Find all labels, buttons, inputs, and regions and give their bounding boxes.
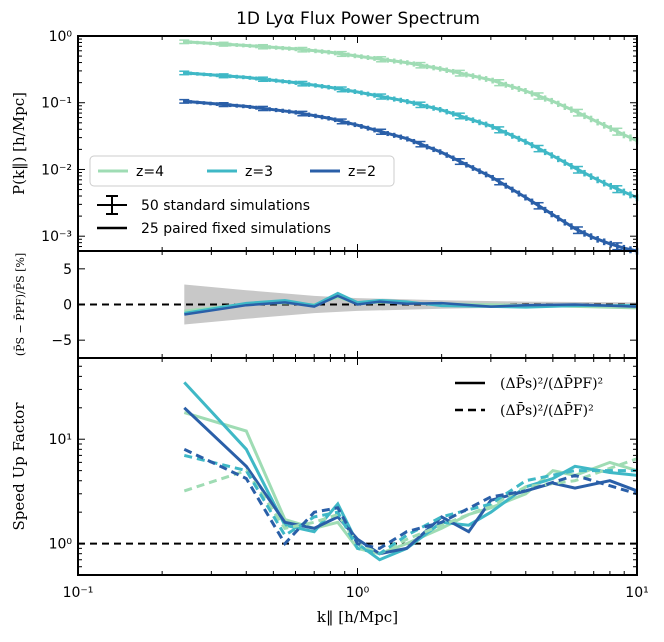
series-line-z=3 xyxy=(184,71,638,199)
y-axis-label: (P̄S − P̄PF)/P̄S [%] xyxy=(14,253,27,356)
legend-errorbar-label: 50 standard simulations xyxy=(141,198,310,214)
y-tick-label: 10⁰ xyxy=(49,537,73,553)
legend-box xyxy=(89,155,395,187)
legend: z=4 z=3 z=2 50 standard simulations 25 paire… xyxy=(89,155,395,237)
power-panel-frame xyxy=(77,35,638,252)
x-ticks: 10⁻¹ 10⁰ 10¹ xyxy=(63,358,649,601)
legend-dashed-label: (ΔP̄s)²/(ΔP̄F)² xyxy=(500,401,594,419)
series-line-z=2 fixed xyxy=(183,447,638,550)
y-tick-label: −5 xyxy=(51,333,72,349)
ratio-panel: 5 0 −5 (P̄S − P̄PF)/P̄S [%] xyxy=(14,250,638,359)
y-axis-label: Speed Up Factor xyxy=(10,402,28,531)
x-tick-label: 10¹ xyxy=(625,585,648,601)
x-tick-label: 10⁻¹ xyxy=(63,585,94,601)
x-ticks xyxy=(77,36,625,251)
series-line-z=3 paired fixed xyxy=(183,381,638,562)
y-tick-label: 10⁰ xyxy=(49,29,73,45)
x-tick-label: 10⁰ xyxy=(346,585,370,601)
y-tick-label: 10⁻¹ xyxy=(41,96,72,112)
y-tick-label: 0 xyxy=(63,298,72,314)
legend-label: z=3 xyxy=(245,164,273,180)
legend: (ΔP̄s)²/(ΔP̄PF)² (ΔP̄s)²/(ΔP̄F)² xyxy=(455,374,603,419)
series-line-z=2 xyxy=(184,99,638,253)
y-tick-label: 5 xyxy=(63,262,72,278)
errorbars-z=4 xyxy=(179,39,639,145)
power-spectrum-panel: 10⁰ 10⁻¹ 10⁻² 10⁻³ P(k‖) [h/Mpc] z=4 z=3 z=2 50 … xyxy=(10,29,639,255)
y-ticks: 5 0 −5 xyxy=(51,262,637,349)
y-ticks: 10⁰ 10⁻¹ 10⁻² 10⁻³ xyxy=(41,29,637,252)
legend-line-label: 25 paired fixed simulations xyxy=(141,221,331,237)
y-tick-label: 10¹ xyxy=(49,432,72,448)
series-line-z=4 xyxy=(184,40,638,143)
x-axis-label: k‖ [h/Mpc] xyxy=(317,608,398,626)
series-line-z=2 xyxy=(184,294,638,316)
series-line-z=3 fixed xyxy=(183,453,637,556)
y-tick-label: 10⁻³ xyxy=(41,229,72,245)
legend-label: z=4 xyxy=(136,164,164,180)
series-line-z=3 xyxy=(184,291,638,315)
figure-title: 1D Lyα Flux Power Spectrum xyxy=(236,9,480,29)
legend-solid-label: (ΔP̄s)²/(ΔP̄PF)² xyxy=(500,374,603,392)
y-tick-label: 10⁻² xyxy=(41,162,72,178)
speedup-panel: 10⁻¹ 10⁰ 10¹ 10⁰ 10¹ Speed Up Factor k‖ [h/Mpc… xyxy=(10,357,649,626)
y-axis-label: P(k‖) [h/Mpc] xyxy=(10,92,28,195)
y-ticks: 10⁰ 10¹ xyxy=(49,357,637,576)
legend-label: z=2 xyxy=(348,164,376,180)
